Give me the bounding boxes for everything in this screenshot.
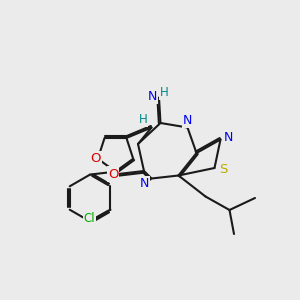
Text: N: N <box>183 114 192 128</box>
Text: H: H <box>139 112 148 126</box>
Text: N: N <box>224 130 234 144</box>
Text: S: S <box>219 163 227 176</box>
Text: N: N <box>139 177 149 190</box>
Text: N: N <box>148 89 157 103</box>
Text: O: O <box>108 167 118 181</box>
Text: H: H <box>160 85 169 99</box>
Text: O: O <box>90 152 101 165</box>
Text: Cl: Cl <box>83 212 95 225</box>
